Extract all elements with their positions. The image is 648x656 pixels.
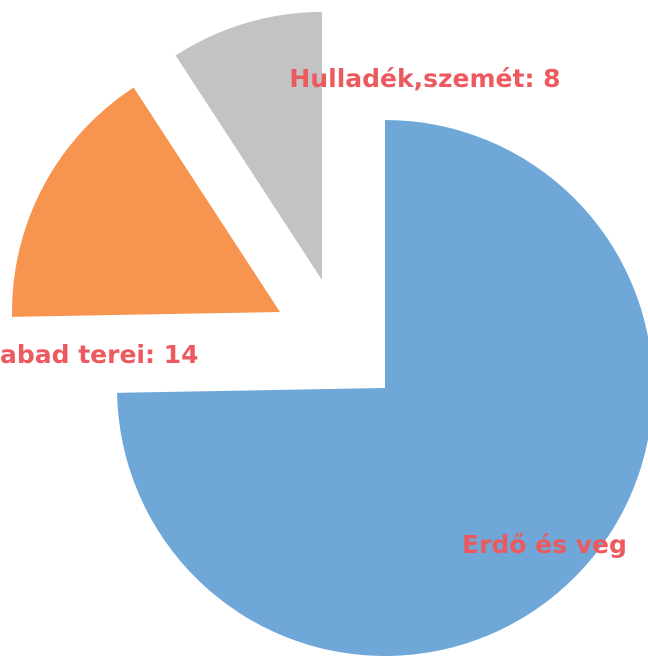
pie-slice xyxy=(117,120,648,656)
pie-slice xyxy=(175,12,322,280)
slice-label: Hulladék,szemét: 8 xyxy=(289,64,560,93)
pie-slice xyxy=(11,87,280,317)
slice-label: Erdő és veg xyxy=(462,530,627,559)
slice-label: abad terei: 14 xyxy=(0,340,199,369)
